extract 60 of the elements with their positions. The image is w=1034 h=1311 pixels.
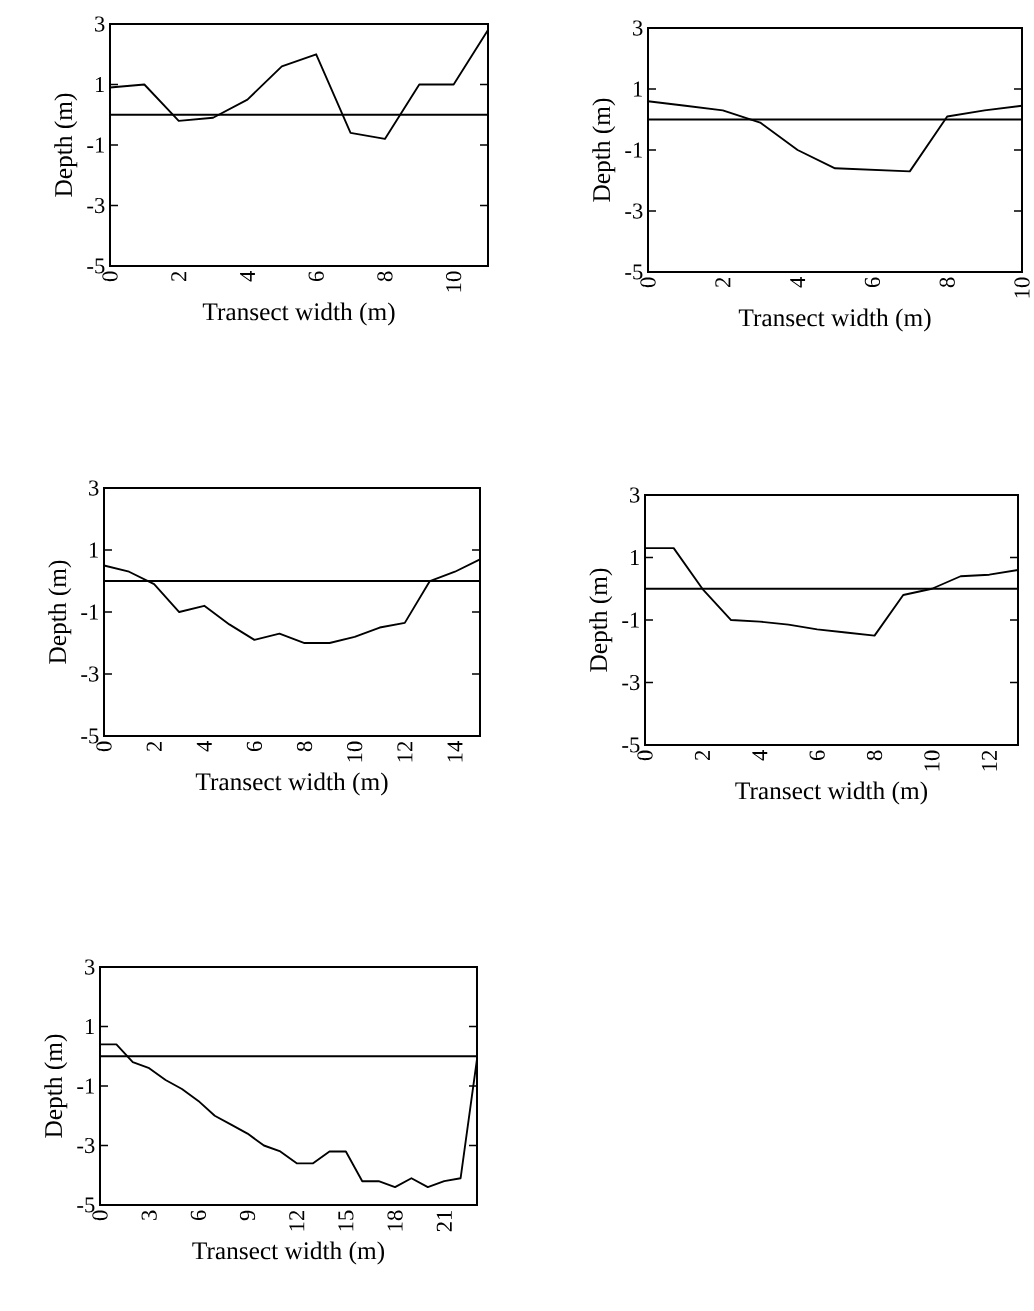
x-tick-label: 8	[296, 741, 313, 752]
x-tick-label: 2	[171, 271, 187, 282]
x-axis-title: Transect width (m)	[738, 308, 931, 332]
x-tick-label: 3	[141, 1210, 157, 1220]
x-tick-label: 8	[377, 271, 393, 282]
y-tick-label: -1	[81, 604, 98, 620]
x-tick-label: 4	[196, 741, 212, 752]
x-axis-title: Transect width (m)	[192, 1241, 384, 1265]
y-tick-label: -1	[87, 137, 104, 153]
y-tick-label: -3	[622, 674, 640, 691]
y-axis-title: Depth (m)	[589, 568, 613, 672]
x-axis-title: Transect width (m)	[195, 772, 388, 796]
x-tick-label: 12	[981, 750, 997, 771]
x-tick-label: 10	[346, 741, 363, 762]
y-tick-label: 3	[95, 16, 105, 32]
x-tick-label: 14	[447, 741, 463, 762]
y-tick-label: -3	[81, 666, 99, 682]
x-tick-label: 6	[246, 741, 262, 752]
x-tick-label: 8	[939, 277, 955, 288]
y-axis-title: Depth (m)	[54, 93, 78, 197]
y-axis-title: Depth (m)	[44, 1034, 68, 1138]
y-tick-label: -1	[77, 1078, 94, 1094]
x-tick-label: 6	[308, 271, 324, 282]
x-tick-label: 4	[790, 277, 806, 288]
x-tick-label: 4	[752, 750, 768, 761]
x-tick-label: 12	[397, 741, 413, 762]
y-tick-label: 3	[89, 480, 99, 496]
y-tick-label: -3	[77, 1137, 95, 1154]
y-axis-title: Depth (m)	[48, 560, 72, 664]
x-tick-label: 2	[146, 741, 162, 752]
y-axis-title: Depth (m)	[592, 98, 616, 202]
x-tick-label: 6	[864, 277, 880, 288]
x-tick-label: 15	[338, 1210, 354, 1231]
y-tick-label: 1	[95, 77, 104, 92]
x-tick-label: 9	[239, 1210, 256, 1221]
x-tick-label: 21	[436, 1211, 452, 1232]
x-tick-label: 6	[190, 1210, 206, 1221]
x-tick-label: 2	[694, 750, 710, 761]
x-axis-title: Transect width (m)	[202, 302, 395, 326]
y-tick-label: -3	[625, 203, 643, 219]
y-tick-label: -1	[625, 142, 642, 158]
x-tick-label: 4	[239, 271, 255, 282]
y-tick-label: 1	[630, 550, 639, 565]
y-tick-label: 3	[85, 959, 95, 975]
x-axis-title: Transect width (m)	[735, 781, 927, 805]
x-tick-label: 6	[809, 750, 825, 761]
y-tick-label: 1	[85, 1019, 94, 1034]
x-tick-label: 10	[924, 750, 940, 771]
y-tick-label: -1	[622, 612, 639, 628]
x-tick-label: 10	[1014, 277, 1030, 298]
y-tick-label: 3	[630, 487, 640, 503]
x-tick-label: 10	[445, 271, 462, 292]
y-tick-label: -3	[87, 197, 105, 214]
x-tick-label: 12	[289, 1210, 305, 1231]
y-tick-label: 1	[633, 81, 642, 97]
y-tick-label: 3	[633, 20, 643, 36]
y-tick-label: 1	[89, 542, 98, 558]
x-tick-label: 2	[715, 277, 731, 288]
x-tick-label: 18	[387, 1210, 403, 1231]
x-tick-label: 8	[866, 750, 883, 761]
